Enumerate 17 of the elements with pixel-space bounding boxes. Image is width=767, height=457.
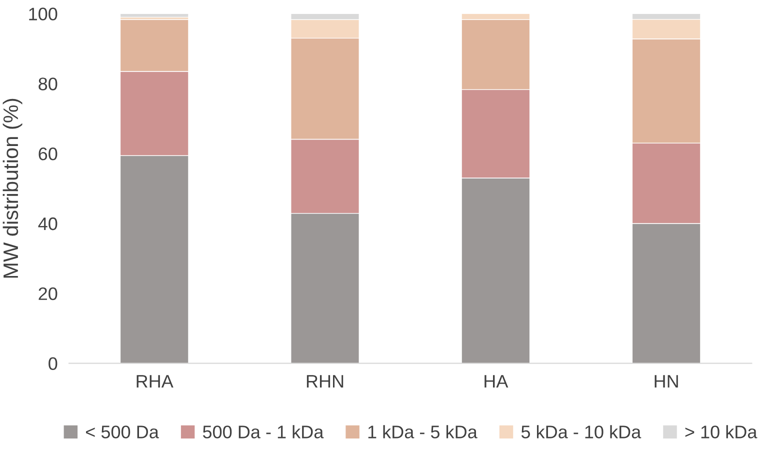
legend-label: 500 Da - 1 kDa (202, 425, 324, 438)
y-tick-label: 80 (38, 78, 58, 90)
bar (120, 14, 189, 18)
y-tick-label: 100 (29, 8, 58, 20)
legend-label: 5 kDa - 10 kDa (521, 425, 642, 438)
x-tick-label: RHN (306, 375, 344, 388)
y-tick-label: 60 (38, 147, 58, 160)
x-tick-label: HN (654, 375, 678, 388)
y-tick-label: 20 (38, 287, 58, 300)
legend-label: < 500 Da (86, 426, 159, 438)
y-tick-label: 0 (48, 357, 58, 370)
x-tick-label: HA (484, 375, 508, 388)
legend-label: > 10 kDa (685, 425, 758, 438)
y-tick-label: 40 (38, 217, 58, 230)
y-axis-title: MW distribution (%) (2, 98, 22, 278)
legend-label: 1 kDa - 5 kDa (368, 425, 478, 438)
x-tick-label: RHA (136, 375, 174, 388)
